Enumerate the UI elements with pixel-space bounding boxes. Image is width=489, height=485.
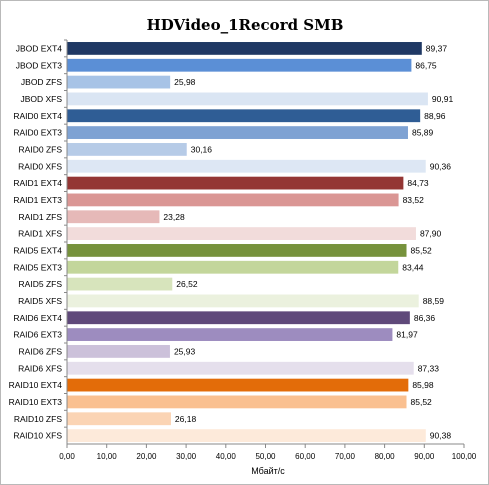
data-label: 23,28 (163, 212, 185, 222)
bar-raid5-zfs (67, 277, 173, 291)
bar-raid1-xfs (67, 227, 416, 240)
category-label: JBOD EXT3 (16, 60, 63, 70)
category-label: RAID0 ZFS (19, 144, 63, 154)
category-label: RAID1 EXT4 (13, 178, 62, 188)
category-label: RAID5 EXT4 (13, 245, 62, 255)
bar-raid0-ext3 (67, 126, 408, 139)
data-label: 87,33 (418, 363, 440, 373)
category-label: RAID10 ZFS (14, 414, 63, 424)
bar-jbod-xfs (67, 92, 428, 106)
category-label: RAID5 XFS (18, 296, 62, 306)
bar-raid0-xfs (67, 159, 426, 173)
x-tick-label: 40,00 (216, 452, 237, 461)
data-label: 25,98 (174, 77, 196, 87)
bar-raid6-ext4 (67, 311, 410, 325)
data-label: 85,52 (411, 245, 433, 255)
data-label: 81,97 (396, 330, 418, 340)
data-label: 26,52 (176, 279, 198, 289)
category-label: RAID5 EXT3 (13, 262, 62, 272)
bar-raid6-zfs (67, 345, 170, 358)
data-label: 90,38 (430, 431, 452, 441)
bar-raid6-ext3 (67, 328, 393, 341)
chart-title: HDVideo_1Record SMB (147, 16, 344, 34)
x-tick-label: 80,00 (375, 452, 396, 461)
data-label: 85,89 (412, 128, 434, 138)
data-label: 88,96 (424, 111, 446, 121)
category-label: RAID1 XFS (18, 229, 62, 239)
data-label: 26,18 (175, 414, 197, 424)
data-label: 89,37 (426, 43, 448, 53)
bar-raid10-xfs (67, 429, 426, 442)
x-tick-label: 60,00 (295, 452, 316, 461)
data-label: 83,52 (403, 195, 425, 205)
data-label: 30,16 (191, 144, 213, 154)
bar-raid5-ext4 (67, 244, 407, 257)
bar-raid0-zfs (67, 143, 187, 156)
category-label: RAID10 XFS (13, 431, 62, 441)
category-label: RAID10 EXT3 (9, 397, 63, 407)
data-label: 85,98 (412, 380, 434, 390)
bar-raid0-ext4 (67, 109, 421, 123)
category-label: RAID6 XFS (18, 363, 62, 373)
bar-raid5-xfs (67, 294, 419, 308)
bar-raid10-ext3 (67, 395, 407, 409)
category-label: RAID1 EXT3 (13, 195, 62, 205)
bar-raid6-xfs (67, 361, 414, 375)
bar-raid5-ext3 (67, 260, 399, 274)
data-label: 90,91 (432, 94, 454, 104)
bar-raid1-zfs (67, 210, 160, 224)
category-label: RAID6 EXT3 (13, 330, 62, 340)
category-label: RAID10 EXT4 (9, 380, 63, 390)
category-label: JBOD XFS (20, 94, 62, 104)
x-tick-label: 50,00 (255, 452, 276, 461)
data-label: 86,75 (415, 60, 437, 70)
data-label: 90,36 (430, 161, 452, 171)
x-tick-label: 0,00 (59, 452, 75, 461)
bar-jbod-zfs (67, 75, 171, 89)
data-label: 83,44 (402, 262, 424, 272)
category-label: RAID6 EXT4 (13, 313, 62, 323)
data-label: 86,36 (414, 313, 436, 323)
category-label: RAID0 XFS (18, 161, 62, 171)
category-label: RAID5 ZFS (19, 279, 63, 289)
category-label: RAID0 EXT4 (13, 111, 62, 121)
x-tick-label: 90,00 (414, 452, 435, 461)
bar-jbod-ext4 (67, 42, 422, 55)
data-label: 88,59 (423, 296, 445, 306)
bar-raid1-ext3 (67, 193, 399, 207)
data-label: 84,73 (407, 178, 429, 188)
bar-raid10-zfs (67, 412, 171, 426)
x-tick-label: 100,00 (452, 452, 477, 461)
category-label: RAID6 ZFS (19, 346, 63, 356)
x-tick-label: 70,00 (335, 452, 356, 461)
data-label: 85,52 (411, 397, 433, 407)
category-label: JBOD ZFS (21, 77, 62, 87)
data-label: 87,90 (420, 229, 442, 239)
x-tick-label: 20,00 (136, 452, 157, 461)
x-axis-label: Мбайт/с (251, 466, 285, 476)
category-label: RAID1 ZFS (19, 212, 63, 222)
category-label: JBOD EXT4 (16, 43, 63, 53)
bar-jbod-ext3 (67, 58, 412, 72)
category-label: RAID0 EXT3 (13, 128, 62, 138)
x-tick-label: 30,00 (176, 452, 197, 461)
data-label: 25,93 (174, 346, 196, 356)
bar-raid10-ext4 (67, 378, 409, 392)
bar-raid1-ext4 (67, 176, 404, 190)
x-tick-label: 10,00 (97, 452, 118, 461)
